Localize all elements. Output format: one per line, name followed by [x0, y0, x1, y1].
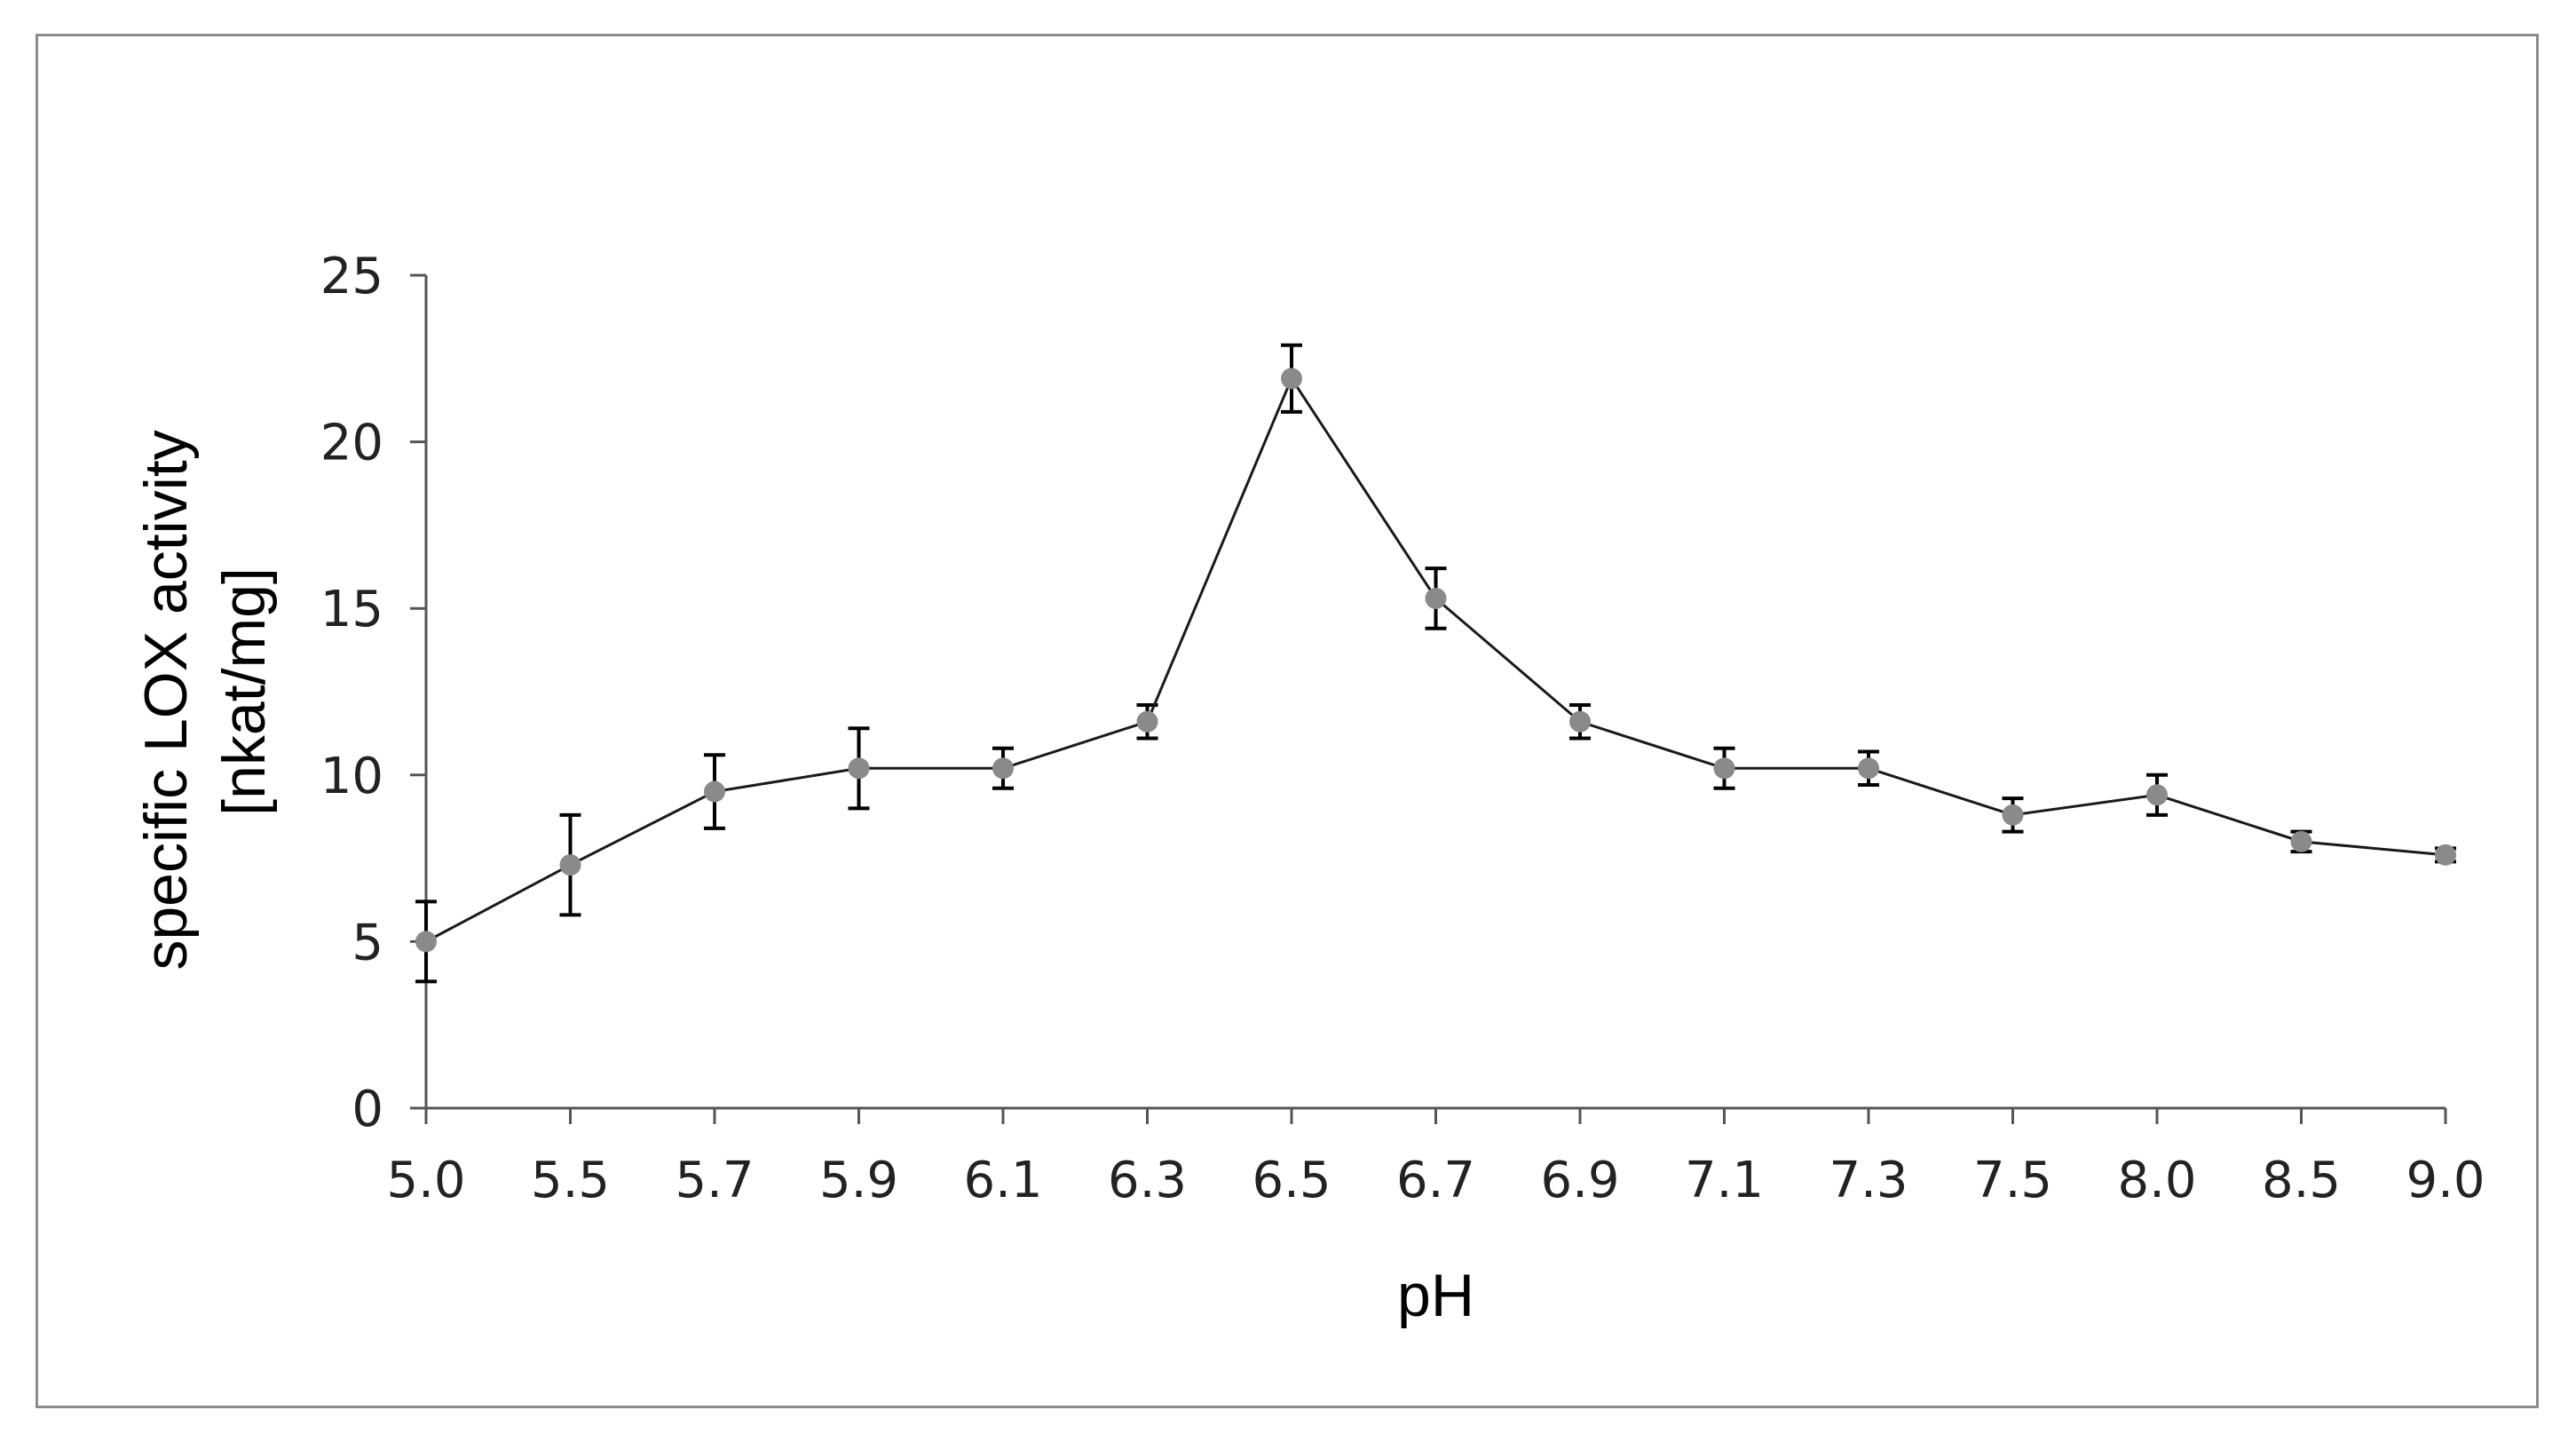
x-tick-label: 8.0: [2117, 1152, 2196, 1209]
data-point: [1713, 757, 1735, 780]
x-tick-label: 6.1: [963, 1152, 1042, 1209]
data-point: [1858, 757, 1879, 780]
data-point: [2290, 830, 2312, 852]
chart-frame: [36, 34, 2539, 1408]
y-tick-label: 0: [352, 1081, 383, 1138]
data-point: [2146, 784, 2168, 806]
y-ticks: 0 5 10 15 20 25: [320, 248, 426, 1138]
y-axis-title: specific LOX activity [nkat/mg]: [132, 413, 278, 970]
series-line: [425, 376, 2446, 943]
x-axis-title: pH: [1397, 1262, 1474, 1329]
x-ticks: 5.0 5.5 5.7 5.9 6.1 6.3 6.5 6.7 6.9 7.1 7.3 7.5 8.0 8…: [386, 1108, 2485, 1209]
x-tick-label: 9.0: [2406, 1152, 2485, 1209]
y-tick-label: 5: [352, 914, 383, 971]
x-tick-label: 5.9: [819, 1152, 898, 1209]
y-axis-title-line2: [nkat/mg]: [210, 567, 278, 816]
data-point: [1136, 710, 1158, 733]
data-point: [559, 854, 581, 876]
y-tick-label: 25: [320, 248, 383, 305]
x-tick-label: 6.5: [1252, 1152, 1331, 1209]
x-tick-label: 8.5: [2262, 1152, 2341, 1209]
x-tick-label: 5.7: [675, 1152, 754, 1209]
x-tick-label: 6.3: [1108, 1152, 1187, 1209]
markers: [415, 368, 2456, 953]
y-tick-label: 10: [320, 748, 383, 805]
data-point: [1281, 368, 1302, 390]
y-tick-label: 15: [320, 581, 383, 638]
y-tick-label: 20: [320, 415, 383, 472]
x-tick-label: 5.5: [531, 1152, 610, 1209]
data-point: [848, 757, 870, 780]
y-axis-title-line1: specific LOX activity: [132, 430, 200, 970]
data-point: [704, 780, 725, 803]
data-point: [1425, 587, 1447, 609]
data-point: [2435, 844, 2456, 866]
data-point: [2002, 804, 2024, 826]
x-tick-label: 5.0: [386, 1152, 465, 1209]
x-tick-label: 6.7: [1396, 1152, 1475, 1209]
x-tick-label: 6.9: [1540, 1152, 1619, 1209]
data-point: [415, 931, 437, 953]
error-bars: [415, 343, 2456, 984]
x-tick-label: 7.3: [1829, 1152, 1908, 1209]
data-point: [1569, 710, 1591, 733]
x-tick-label: 7.1: [1685, 1152, 1764, 1209]
axes: [424, 275, 2446, 1110]
data-point: [992, 757, 1014, 780]
x-tick-label: 7.5: [1973, 1152, 2052, 1209]
